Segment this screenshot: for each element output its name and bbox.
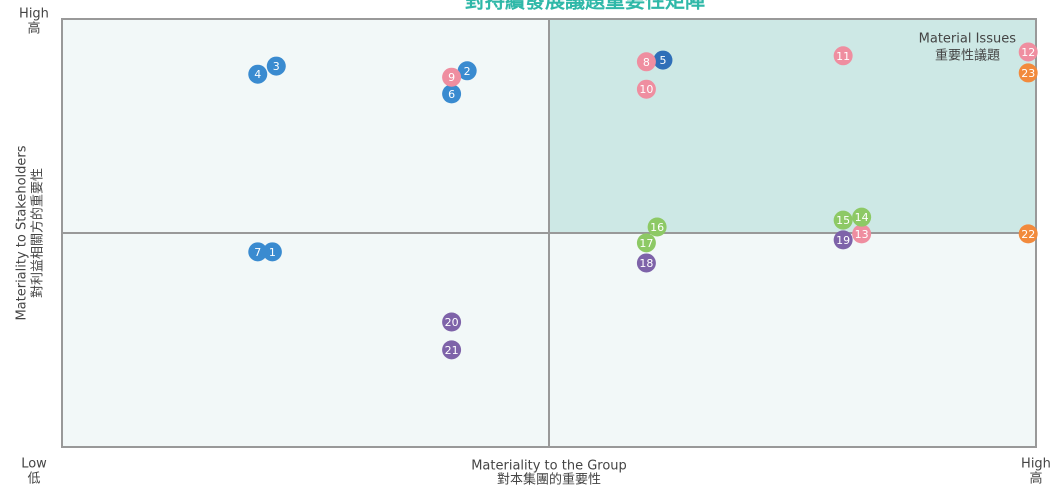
issue-point: 10 xyxy=(636,79,656,99)
corner-label: 高 xyxy=(27,21,40,37)
issue-point: 1 xyxy=(262,242,282,262)
point-marker xyxy=(442,84,462,104)
issue-point: 2 xyxy=(457,61,477,81)
issue-point: 22 xyxy=(1018,224,1038,244)
corner-label: 高 xyxy=(1029,471,1042,487)
point-marker xyxy=(833,230,853,250)
point-marker xyxy=(262,242,282,262)
point-marker xyxy=(636,253,656,273)
point-marker xyxy=(833,46,853,66)
point-marker xyxy=(457,61,477,81)
point-marker xyxy=(852,207,872,227)
point-label: 10 xyxy=(639,83,653,96)
corner-label: Low xyxy=(21,457,47,472)
point-label: 7 xyxy=(254,246,261,259)
point-marker xyxy=(1018,42,1038,62)
issue-point: 9 xyxy=(442,67,462,87)
point-label: 14 xyxy=(855,211,869,224)
x-axis-label: Materiality to the Group xyxy=(471,459,627,474)
issue-point: 16 xyxy=(647,217,667,237)
point-label: 18 xyxy=(639,257,653,270)
point-marker xyxy=(442,312,462,332)
issue-point: 14 xyxy=(852,207,872,227)
point-marker xyxy=(833,210,853,230)
point-label: 20 xyxy=(445,316,459,329)
issue-point: 23 xyxy=(1018,63,1038,83)
issue-point: 15 xyxy=(833,210,853,230)
point-label: 11 xyxy=(836,50,850,63)
issue-point: 17 xyxy=(636,233,656,253)
issue-point: 5 xyxy=(653,50,673,70)
annotation: Material Issues xyxy=(919,32,1017,47)
point-marker xyxy=(636,79,656,99)
point-label: 22 xyxy=(1021,228,1035,241)
point-label: 15 xyxy=(836,214,850,227)
issue-point: 8 xyxy=(636,52,656,72)
y-axis-label: 對利益相關方的重要性 xyxy=(30,168,46,298)
point-marker xyxy=(636,233,656,253)
point-marker xyxy=(636,52,656,72)
point-marker xyxy=(266,56,286,76)
x-axis-label: 對本集團的重要性 xyxy=(497,472,601,488)
point-marker xyxy=(1018,63,1038,83)
corner-label: High xyxy=(19,7,49,22)
point-marker xyxy=(248,242,268,262)
point-label: 6 xyxy=(448,88,455,101)
point-marker xyxy=(442,67,462,87)
point-marker xyxy=(248,64,268,84)
point-label: 13 xyxy=(855,228,869,241)
issue-point: 21 xyxy=(442,340,462,360)
issue-point: 11 xyxy=(833,46,853,66)
issue-point: 19 xyxy=(833,230,853,250)
issue-point: 3 xyxy=(266,56,286,76)
issue-point: 18 xyxy=(636,253,656,273)
point-label: 8 xyxy=(643,56,650,69)
chart-title: 對持續發展議題重要性矩陣 xyxy=(465,0,705,13)
point-marker xyxy=(1018,224,1038,244)
issue-point: 12 xyxy=(1018,42,1038,62)
corner-label: 低 xyxy=(27,472,40,487)
point-label: 17 xyxy=(639,237,653,250)
issue-point: 6 xyxy=(442,84,462,104)
point-marker xyxy=(442,340,462,360)
point-marker xyxy=(852,224,872,244)
annotation: 重要性議題 xyxy=(935,48,1000,64)
point-marker xyxy=(647,217,667,237)
issue-point: 13 xyxy=(852,224,872,244)
point-label: 2 xyxy=(464,65,471,78)
point-marker xyxy=(653,50,673,70)
point-label: 3 xyxy=(273,60,280,73)
issue-point: 7 xyxy=(248,242,268,262)
point-label: 1 xyxy=(269,246,276,259)
point-label: 5 xyxy=(659,54,666,67)
point-label: 23 xyxy=(1021,67,1035,80)
y-axis-label: Materiality to Stakeholders xyxy=(15,145,30,320)
material-quadrant xyxy=(549,19,1036,233)
point-label: 9 xyxy=(448,71,455,84)
point-label: 16 xyxy=(650,221,664,234)
issue-point: 20 xyxy=(442,312,462,332)
corner-label: High xyxy=(1021,457,1051,472)
point-label: 12 xyxy=(1021,46,1035,59)
point-label: 4 xyxy=(254,68,261,81)
point-label: 19 xyxy=(836,234,850,247)
issue-point: 4 xyxy=(248,64,268,84)
point-label: 21 xyxy=(445,344,459,357)
